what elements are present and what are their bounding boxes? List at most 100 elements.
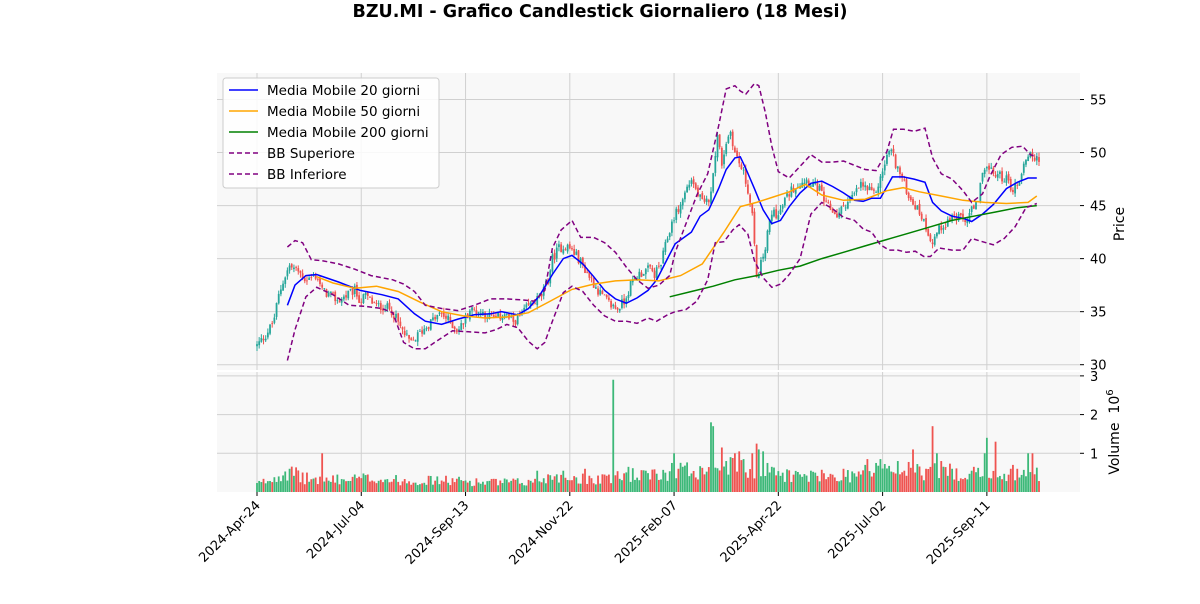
volume-bar (362, 473, 365, 492)
volume-bar (1016, 468, 1019, 492)
candle-body (392, 316, 395, 319)
candle-body (321, 284, 324, 288)
volume-bar (382, 482, 384, 492)
candle-body (840, 206, 843, 214)
candle-body (749, 194, 751, 203)
candle-body (395, 313, 397, 318)
candle-body (805, 179, 808, 184)
volume-bar (462, 481, 465, 492)
candle-body (747, 184, 749, 194)
candle-body (662, 250, 665, 264)
volume-bar (508, 482, 510, 492)
volume-bar (432, 484, 434, 492)
volume-bar (412, 482, 415, 492)
candle-body (323, 288, 326, 289)
volume-bar (429, 475, 432, 492)
candle-body (373, 302, 376, 304)
volume-bar (812, 471, 814, 492)
volume-bar (988, 477, 990, 492)
candle-body (983, 169, 986, 174)
volume-bar (608, 474, 610, 492)
candle-body (725, 143, 728, 154)
volume-bar (896, 461, 899, 492)
candle-body (271, 323, 274, 325)
volume-bar (275, 481, 278, 492)
volume-bar (753, 478, 756, 492)
candle-body (388, 302, 391, 310)
candle-body (445, 315, 447, 319)
volume-bars (256, 379, 1040, 492)
volume-bar (879, 459, 882, 492)
volume-bar (851, 471, 854, 492)
volume-bar (868, 471, 871, 492)
candle-body (421, 330, 423, 334)
price-tick-label: 55 (1090, 94, 1107, 109)
volume-bar (306, 472, 308, 492)
candle-body (634, 277, 636, 280)
volume-bar (269, 480, 271, 492)
volume-bar (829, 473, 832, 492)
date-tick-label: 2025-Jul-02 (825, 498, 889, 562)
candle-body (907, 192, 910, 199)
candle-body (901, 173, 904, 178)
volume-bar (668, 471, 671, 492)
candle-body (723, 154, 725, 165)
volume-bar (925, 468, 927, 492)
volume-bar (325, 477, 328, 492)
candle-body (831, 209, 834, 213)
candle-body (866, 186, 869, 191)
candle-body (377, 303, 380, 305)
volume-bar (825, 479, 828, 492)
candle-body (631, 279, 634, 283)
series-line (286, 155, 1037, 326)
volume-bar (836, 481, 838, 492)
candle-body (903, 179, 906, 181)
volume-bar (416, 485, 419, 492)
candle-body (972, 205, 975, 209)
volume-bar (985, 437, 988, 492)
candle-body (416, 332, 419, 342)
candle-body (573, 248, 576, 255)
volume-bar (423, 482, 426, 492)
candle-body (482, 312, 484, 314)
candle-body (275, 303, 278, 317)
candle-body (1003, 181, 1006, 183)
volume-bar (492, 478, 495, 492)
candle-body (964, 220, 967, 222)
volume-bar (342, 479, 345, 492)
volume-bar (694, 477, 697, 492)
volume-bar (912, 449, 914, 492)
volume-bar (731, 457, 734, 492)
volume-bar (697, 479, 699, 492)
price-axis-label: Price (1112, 207, 1128, 241)
volume-bar (605, 475, 608, 492)
candle-body (855, 188, 858, 193)
volume-bar (1005, 481, 1008, 492)
candle-body (358, 295, 360, 303)
volume-bar (712, 426, 715, 492)
volume-bar (1033, 474, 1036, 492)
candle-body (751, 203, 754, 214)
legend-label: Media Mobile 20 giorni (267, 83, 420, 99)
candle-body (677, 209, 680, 212)
volume-bar (1018, 477, 1021, 492)
candle-body (356, 284, 358, 297)
candle-body (760, 259, 762, 275)
volume-bar (503, 478, 506, 492)
candle-body (638, 271, 641, 280)
volume-bar (425, 484, 428, 492)
candle-body (703, 198, 706, 202)
candle-body (353, 285, 356, 295)
chart-title: BZU.MI - Grafico Candlestick Giornaliero… (353, 2, 848, 22)
candle-body (555, 247, 558, 259)
candle-body (269, 324, 271, 334)
volume-bar (401, 481, 404, 492)
volume-bar (460, 480, 463, 492)
candle-body (560, 244, 563, 253)
volume-bar (823, 473, 825, 492)
volume-bar (738, 451, 741, 492)
candle-body (449, 316, 452, 323)
candle-body (1027, 156, 1030, 162)
candle-body (1009, 179, 1012, 191)
candle-body (262, 338, 265, 341)
